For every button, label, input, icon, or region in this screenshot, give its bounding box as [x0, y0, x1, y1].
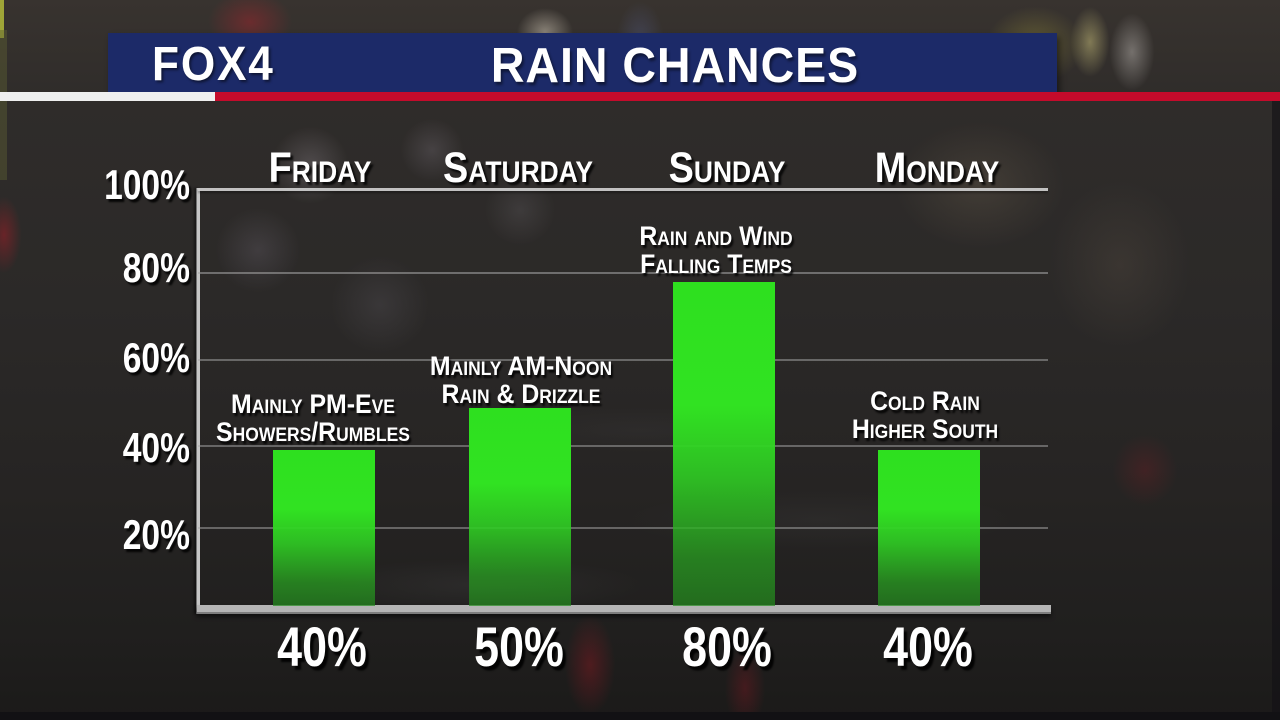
bottom-edge-shade — [0, 712, 1280, 720]
gridline-20 — [198, 527, 1048, 529]
y-axis-line — [196, 188, 200, 614]
annotation-line: Rain & Drizzle — [441, 379, 601, 409]
annotation-line: Showers/Rumbles — [216, 417, 410, 447]
x-axis-baseline — [197, 605, 1051, 614]
day-label-friday: Friday — [268, 144, 372, 192]
header-stripe-red — [215, 92, 1280, 101]
gridline-60 — [198, 359, 1048, 361]
header-stripe-white — [0, 92, 215, 101]
annotation-line: Rain and Wind — [639, 221, 793, 251]
gridline-80 — [198, 272, 1048, 274]
ytick-40: 40% — [122, 424, 190, 471]
annotation-sunday: Rain and Wind Falling Temps — [560, 222, 873, 278]
page-title: RAIN CHANCES — [490, 39, 860, 93]
day-label-monday: Monday — [874, 144, 1000, 192]
ytick-100: 100% — [104, 161, 190, 208]
annotation-friday: Mainly PM-Eve Showers/Rumbles — [157, 390, 470, 446]
station-logo: FOX4 — [152, 38, 275, 91]
right-edge-shade — [1272, 96, 1280, 720]
value-label-monday: 40% — [883, 615, 973, 678]
bar-saturday — [469, 408, 571, 606]
annotation-monday: Cold Rain Higher South — [769, 387, 1082, 443]
value-label-friday: 40% — [277, 615, 367, 678]
day-label-saturday: Saturday — [443, 144, 593, 192]
bar-friday — [273, 450, 375, 606]
ytick-20: 20% — [122, 511, 190, 558]
bar-monday — [878, 450, 980, 606]
header-bar — [108, 33, 1057, 92]
value-label-saturday: 50% — [474, 615, 564, 678]
day-label-sunday: Sunday — [668, 144, 786, 192]
annotation-line: Cold Rain — [870, 386, 980, 416]
left-edge-artifact — [0, 0, 4, 38]
annotation-line: Falling Temps — [640, 249, 792, 279]
ytick-60: 60% — [122, 334, 190, 381]
left-edge-tint — [0, 30, 7, 180]
bar-sunday — [673, 282, 775, 606]
annotation-line: Mainly PM-Eve — [231, 389, 395, 419]
ytick-80: 80% — [122, 244, 190, 291]
value-label-sunday: 80% — [682, 615, 772, 678]
gridline-40 — [198, 445, 1048, 447]
gridline-100 — [198, 188, 1048, 191]
annotation-line: Higher South — [851, 414, 999, 444]
annotation-line: Mainly AM-Noon — [429, 351, 613, 381]
annotation-saturday: Mainly AM-Noon Rain & Drizzle — [365, 352, 678, 408]
